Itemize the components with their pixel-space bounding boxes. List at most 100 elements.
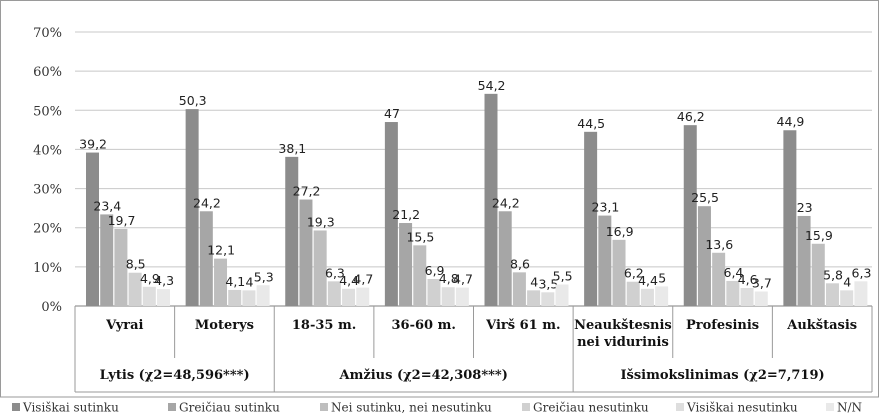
bar <box>541 292 555 306</box>
bar <box>783 130 797 306</box>
bar <box>512 272 526 306</box>
legend-swatch <box>676 403 684 411</box>
bar <box>484 93 498 307</box>
category-label: Profesinis <box>686 318 759 333</box>
data-label: 6,4 <box>724 265 744 280</box>
category-label: Vyrai <box>105 318 143 333</box>
data-label: 15,5 <box>406 229 434 244</box>
group-label: Išsimokslinimas (χ2=7,719) <box>620 368 824 383</box>
data-label: 5,8 <box>823 267 843 282</box>
bar <box>712 252 726 306</box>
bar <box>128 272 142 306</box>
data-label: 16,9 <box>606 224 634 239</box>
bar <box>327 281 341 306</box>
bar <box>626 281 640 306</box>
data-label: 6,3 <box>852 265 872 280</box>
chart-frame <box>0 0 879 398</box>
bar <box>811 243 825 306</box>
category-label: 18-35 m. <box>292 318 356 333</box>
data-label: 23 <box>797 200 813 215</box>
legend-swatch <box>320 403 328 411</box>
legend-label: Nei sutinku, nei nesutinku <box>331 401 492 415</box>
data-label: 8,5 <box>126 257 146 272</box>
y-tick-label: 50% <box>33 104 62 119</box>
legend-label: Greičiau nesutinku <box>533 401 649 415</box>
bar <box>840 290 854 306</box>
category-label: 36-60 m. <box>391 318 455 333</box>
data-label: 24,2 <box>193 195 221 210</box>
data-label: 4,4 <box>638 273 658 288</box>
bar <box>86 152 99 306</box>
bar <box>754 291 768 306</box>
data-label: 13,6 <box>705 237 733 252</box>
bar <box>825 283 839 306</box>
data-label: 4,9 <box>140 271 160 286</box>
bar <box>427 278 441 306</box>
group-label: Amžius (χ2=42,308***) <box>338 368 507 383</box>
bar <box>726 280 740 306</box>
category-label: Virš 61 m. <box>485 318 560 333</box>
data-label: 4 <box>246 274 254 289</box>
data-label: 27,2 <box>293 184 321 199</box>
bar <box>612 239 626 306</box>
y-tick-label: 40% <box>33 143 62 158</box>
data-label: 4,4 <box>339 273 359 288</box>
data-label: 5,5 <box>553 268 573 283</box>
bar <box>299 199 313 306</box>
legend-swatch <box>12 403 20 411</box>
bar <box>441 287 455 306</box>
data-label: 3,7 <box>752 276 772 291</box>
y-tick-label: 30% <box>33 183 62 198</box>
bar <box>455 287 469 306</box>
data-label: 5,3 <box>254 269 274 284</box>
legend-label: Visiškai sutinku <box>22 401 119 415</box>
data-label: 4 <box>843 274 851 289</box>
bar <box>142 286 156 306</box>
bar <box>740 287 754 306</box>
category-label: Aukštasis <box>786 318 857 333</box>
data-label: 4,6 <box>738 272 758 287</box>
data-label: 21,2 <box>392 207 420 222</box>
data-label: 19,3 <box>307 214 335 229</box>
data-label: 6,3 <box>325 265 345 280</box>
legend-label: N/N <box>837 401 862 415</box>
data-label: 4,8 <box>439 271 459 286</box>
data-label: 19,7 <box>108 213 136 228</box>
data-label: 4,7 <box>353 272 373 287</box>
bar <box>854 281 868 306</box>
category-label: Neaukštesnis <box>574 318 672 333</box>
legend-label: Visiškai nesutinku <box>686 401 798 415</box>
category-label: nei vidurinis <box>577 335 669 350</box>
bar <box>114 228 128 306</box>
legend-label: Greičiau sutinku <box>179 401 280 415</box>
data-label: 15,9 <box>805 228 833 243</box>
data-label: 47 <box>384 106 400 121</box>
data-label: 44,5 <box>577 116 605 131</box>
bar <box>384 122 398 307</box>
bar <box>797 215 811 306</box>
bar <box>228 289 242 306</box>
bar <box>185 109 199 307</box>
bar <box>555 284 569 306</box>
data-label: 4,3 <box>154 273 174 288</box>
bar <box>342 288 356 306</box>
bar <box>256 285 270 306</box>
y-tick-label: 0% <box>41 300 62 315</box>
y-tick-label: 60% <box>33 65 62 80</box>
bar <box>399 223 413 306</box>
data-label: 6,2 <box>624 266 644 281</box>
data-label: 5 <box>658 270 666 285</box>
bar <box>640 288 654 306</box>
data-label: 8,6 <box>510 256 530 271</box>
data-label: 12,1 <box>207 243 235 258</box>
data-label: 44,9 <box>777 114 805 129</box>
bar <box>157 289 170 306</box>
data-label: 4,7 <box>453 272 473 287</box>
data-label: 3,5 <box>538 276 558 291</box>
legend-swatch <box>826 403 834 411</box>
bar <box>584 131 598 306</box>
data-label: 39,2 <box>79 137 107 152</box>
data-label: 25,5 <box>691 190 719 205</box>
